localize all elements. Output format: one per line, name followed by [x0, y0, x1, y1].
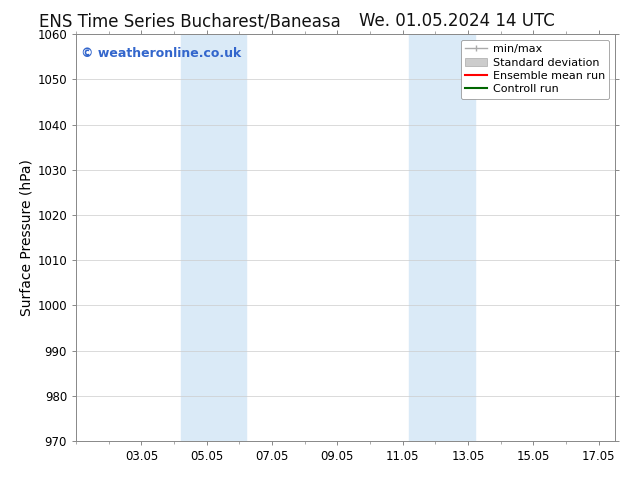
Text: © weatheronline.co.uk: © weatheronline.co.uk: [81, 47, 242, 59]
Legend: min/max, Standard deviation, Ensemble mean run, Controll run: min/max, Standard deviation, Ensemble me…: [460, 40, 609, 99]
Y-axis label: Surface Pressure (hPa): Surface Pressure (hPa): [19, 159, 33, 316]
Bar: [409, 34, 474, 441]
Text: ENS Time Series Bucharest/Baneasa: ENS Time Series Bucharest/Baneasa: [39, 12, 341, 30]
Text: We. 01.05.2024 14 UTC: We. 01.05.2024 14 UTC: [359, 12, 554, 30]
Bar: [181, 34, 246, 441]
